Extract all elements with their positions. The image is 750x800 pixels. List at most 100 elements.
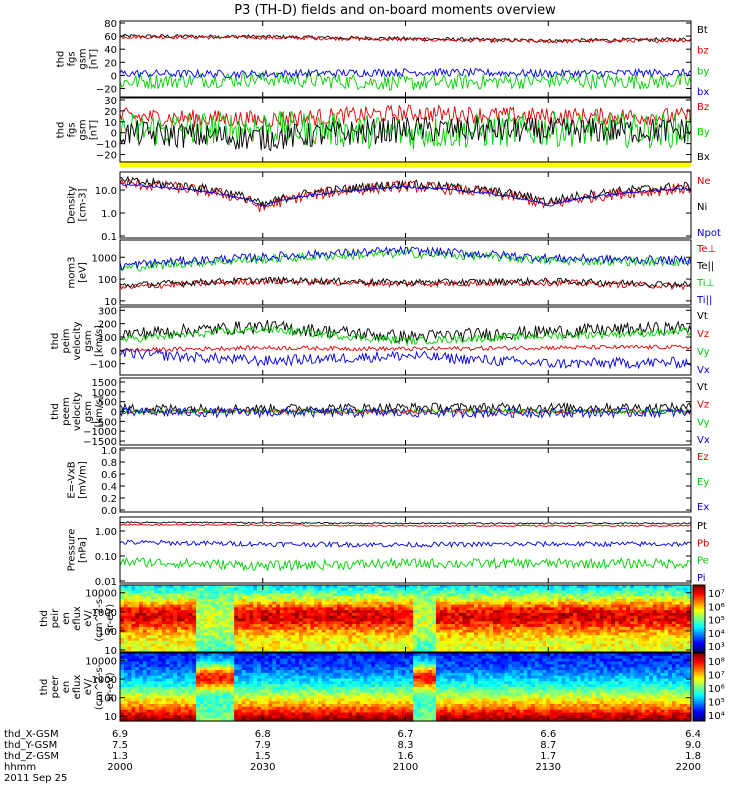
heatmap-cell [580,618,586,622]
heatmap-cell [394,604,399,608]
heatmap-cell [603,640,608,645]
heatmap-cell [241,667,247,671]
heatmap-cell [154,664,159,668]
heatmap-cell [241,643,247,648]
heatmap-cell [317,626,323,631]
heatmap-cell [192,629,197,634]
heatmap-cell [668,598,673,603]
heatmap-cell [477,629,483,634]
heatmap-cell [142,607,148,611]
heatmap-cell [192,667,197,671]
heatmap-cell [238,658,243,663]
heatmap-cell [660,615,665,620]
heatmap-cell [607,596,612,600]
heatmap-cell [264,607,270,611]
heatmap-cell [131,704,136,708]
heatmap-cell [298,587,304,592]
heatmap-cell [630,598,635,603]
heatmap-cell [215,687,220,691]
heatmap-cell [241,629,247,634]
heatmap-cell [359,604,365,608]
heatmap-cell [580,632,586,636]
heatmap-cell [317,590,323,594]
heatmap-cell [184,661,190,665]
series-line-Te|| [119,275,692,289]
heatmap-cell [664,635,669,639]
heatmap-cell [371,601,376,606]
heatmap-cell [458,593,464,597]
heatmap-cell [546,643,551,648]
heatmap-cell [474,596,479,600]
heatmap-cell [253,706,258,711]
colorbar-cell [693,643,705,646]
heatmap-cell [180,687,186,691]
heatmap-cell [192,638,197,642]
heatmap-cell [557,598,563,603]
panel-frame [119,447,692,513]
heatmap-cell [496,590,502,594]
heatmap-cell [169,667,174,671]
heatmap-cell [241,646,247,650]
heatmap-cell [211,684,216,688]
series-line-Vx [119,347,692,370]
heatmap-cell [428,590,433,594]
heatmap-cell [226,658,231,663]
y-tick-label: 10 [104,297,117,308]
heatmap-cell [546,638,551,642]
heatmap-cell [592,638,597,642]
heatmap-cell [458,604,464,608]
heatmap-cell [489,593,494,597]
heatmap-cell [390,610,395,614]
heatmap-cell [348,593,353,597]
heatmap-cell [401,612,407,617]
legend-entry-Ti||: Ti|| [696,295,712,306]
heatmap-cell [264,692,270,697]
heatmap-cell [595,635,601,639]
heatmap-cell [302,635,308,639]
heatmap-cell [215,612,220,617]
heatmap-cell [146,706,152,711]
heatmap-cell [397,621,403,625]
heatmap-cell [344,632,349,636]
heatmap-cell [264,672,270,677]
heatmap-cell [253,593,258,597]
heatmap-cell [131,638,136,642]
heatmap-cell [633,587,639,592]
heatmap-cell [576,629,582,634]
heatmap-cell [348,621,353,625]
heatmap-cell [534,629,540,634]
heatmap-cell [196,701,201,705]
heatmap-cell [188,704,193,708]
heatmap-cell [630,624,635,628]
heatmap-cell [557,615,563,620]
heatmap-cell [123,646,129,650]
heatmap-cell [142,585,148,589]
heatmap-cell [637,638,643,642]
heatmap-cell [462,632,468,636]
heatmap-cell [276,718,281,722]
heatmap-cell [622,601,627,606]
heatmap-cell [192,624,197,628]
heatmap-cell [493,626,498,631]
heatmap-cell [633,615,639,620]
heatmap-cell [253,698,258,702]
heatmap-cell [325,638,330,642]
heatmap-cell [454,598,460,603]
heatmap-cell [340,593,346,597]
heatmap-cell [180,701,186,705]
heatmap-cell [180,615,186,620]
heatmap-cell [645,649,650,653]
heatmap-cell [413,615,418,620]
heatmap-cell [177,601,182,606]
heatmap-cell [165,590,171,594]
heatmap-cell [401,649,407,653]
heatmap-cell [618,610,624,614]
heatmap-cell [576,640,582,645]
heatmap-cell [675,593,681,597]
heatmap-cell [637,621,643,625]
heatmap-cell [325,598,330,603]
heatmap-cell [527,607,532,611]
heatmap-cell [184,675,190,680]
heatmap-cell [523,629,528,634]
heatmap-cell [382,649,388,653]
